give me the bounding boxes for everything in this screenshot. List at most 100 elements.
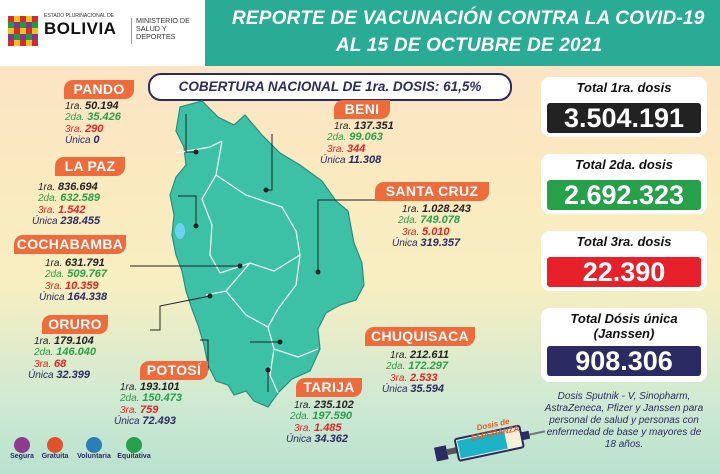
beni-dose2: 99.063: [349, 131, 383, 144]
dose1-label: 1ra.: [402, 204, 420, 215]
cochabamba-dose2: 509.767: [67, 268, 108, 281]
oruro-dose3: 68: [54, 357, 67, 370]
dose2-label: 2da.: [38, 193, 58, 205]
region-tarija-label: TARIJA: [296, 378, 362, 397]
tarija-dose3: 1.485: [314, 421, 342, 434]
potosi-dose1: 193.101: [140, 381, 180, 393]
logo-divider: [131, 18, 132, 44]
bolivia-map: [169, 100, 365, 408]
dose3-label: 3ra.: [120, 404, 138, 416]
footer-item: Voluntaria: [74, 437, 114, 460]
potosi-dose2: 150.473: [142, 392, 183, 405]
total-single-dose-card: Total Dósis única (Janssen) 908.306: [541, 308, 707, 382]
region-lapaz-label: LA PAZ: [55, 157, 125, 176]
region-oruro-label: ORURO: [42, 315, 108, 334]
single-dose-label: Única: [28, 370, 54, 382]
dose1-label: 1ra.: [34, 336, 52, 347]
logo-subtitle: ESTADO PLURINACIONAL DE: [44, 13, 115, 19]
single-dose-label: Única: [39, 292, 65, 304]
potosi-dose3: 759: [140, 403, 159, 416]
single-dose-label: Única: [320, 155, 346, 167]
region-beni-stats: 1ra. 137.351 2da. 99.063 3ra. 344 Única …: [320, 120, 430, 167]
lapaz-single: 238.455: [60, 215, 101, 228]
footer-label: Segura: [10, 453, 34, 460]
page-title: REPORTE DE VACUNACIÓN CONTRA LA COVID-19: [232, 8, 705, 29]
border-santacruz: [267, 254, 301, 328]
dose3-label: 3ra.: [65, 123, 83, 135]
border-potosi: [225, 290, 269, 328]
dose2-label: 2da.: [120, 393, 140, 405]
santacruz-single: 319.357: [420, 237, 461, 250]
beni-dose3: 344: [347, 142, 366, 155]
region-cochabamba-stats: 1ra. 631.791 2da. 509.767 3ra. 10.359 Ún…: [39, 257, 165, 304]
total-dose1-label: Total 1ra. dosis: [576, 80, 672, 95]
ministry-name: MINISTERIO DE SALUD Y DEPORTES: [136, 16, 190, 41]
region-potosi-label: POTOSÍ: [140, 361, 208, 380]
page-date: AL 15 DE OCTUBRE DE 2021: [336, 35, 603, 56]
total-dose2-label: Total 2da. dosis: [575, 157, 673, 172]
region-tarija-stats: 1ra. 235.102 2da. 197.590 3ra. 1.485 Úni…: [286, 399, 406, 446]
border-cochabamba: [219, 254, 301, 274]
dose1-label: 1ra.: [45, 258, 63, 269]
total-dose3-card: Total 3ra. dosis 22.390: [541, 231, 707, 291]
single-dose-label: Única: [382, 384, 408, 396]
region-santacruz-stats: 1ra. 1.028.243 2da. 749.078 3ra. 5.010 Ú…: [384, 203, 524, 250]
total-dose3-label: Total 3ra. dosis: [576, 234, 672, 249]
single-dose-label: Única: [65, 135, 91, 147]
footer-item: Gratuita: [38, 437, 72, 460]
dose3-label: 3ra.: [38, 204, 56, 216]
oruro-dose1: 179.104: [54, 335, 94, 347]
footer-label: Equitativa: [117, 453, 151, 460]
chuquisaca-dose1: 212.611: [410, 349, 449, 361]
total-dose1-value: 3.504.191: [547, 103, 701, 133]
region-pando-label: PANDO: [64, 80, 134, 99]
dose1-label: 1ra.: [65, 101, 83, 112]
potosi-single: 72.493: [142, 415, 177, 428]
footer-item: Equitativa: [114, 437, 154, 460]
cochabamba-single: 164.338: [67, 291, 108, 304]
chuquisaca-single: 35.594: [410, 383, 445, 396]
pando-dose1: 50.194: [85, 100, 119, 112]
lapaz-dose2: 632.589: [60, 192, 101, 205]
dose2-label: 2da.: [386, 361, 406, 373]
total-single-dose-sublabel: (Janssen): [593, 326, 655, 341]
footer-label: Gratuita: [41, 453, 69, 460]
single-dose-label: Única: [392, 238, 418, 250]
footer-item: Segura: [8, 437, 36, 460]
single-dose-label: Única: [32, 216, 58, 228]
syringe-icon: [433, 424, 546, 462]
dose1-label: 1ra.: [390, 350, 408, 361]
logo-country: BOLIVIA: [44, 19, 117, 38]
dose2-label: 2da.: [65, 112, 85, 124]
cochabamba-dose3: 10.359: [65, 279, 99, 292]
single-dose-label: Única: [286, 434, 312, 446]
beni-dose1: 137.351: [354, 120, 394, 132]
total-dose2-value: 2.692.323: [547, 180, 701, 210]
tarija-single: 34.362: [314, 433, 349, 446]
region-pando-stats: 1ra. 50.194 2da. 35.426 3ra. 290 Única 0: [65, 100, 185, 147]
dose2-label: 2da.: [290, 411, 310, 423]
tarija-dose2: 197.590: [312, 410, 353, 423]
dose3-label: 3ra.: [45, 280, 63, 292]
oruro-dose2: 146.040: [56, 346, 97, 359]
oruro-single: 32.399: [56, 369, 91, 382]
dose1-label: 1ra.: [294, 400, 312, 411]
dose2-label: 2da.: [398, 215, 418, 227]
header-banner: [205, 0, 720, 66]
hand-icon: [86, 437, 102, 453]
beni-single: 11.308: [348, 154, 382, 167]
dose1-label: 1ra.: [120, 382, 138, 393]
national-coverage-banner: COBERTURA NACIONAL DE 1ra. DOSIS: 61,5%: [148, 73, 512, 101]
dose3-label: 3ra.: [402, 226, 420, 238]
pando-dose3: 290: [85, 122, 104, 135]
santacruz-dose3: 5.010: [422, 225, 450, 238]
pando-dose2: 35.426: [87, 111, 121, 124]
dose1-label: 1ra.: [38, 182, 56, 193]
dose3-label: 3ra.: [327, 143, 345, 155]
dose2-label: 2da.: [327, 132, 347, 144]
border-pando: [175, 140, 223, 154]
single-dose-label: Única: [114, 416, 140, 428]
region-santacruz-label: SANTA CRUZ: [375, 182, 489, 201]
region-beni-label: BENI: [334, 100, 390, 119]
dose3-label: 3ra.: [390, 372, 408, 384]
